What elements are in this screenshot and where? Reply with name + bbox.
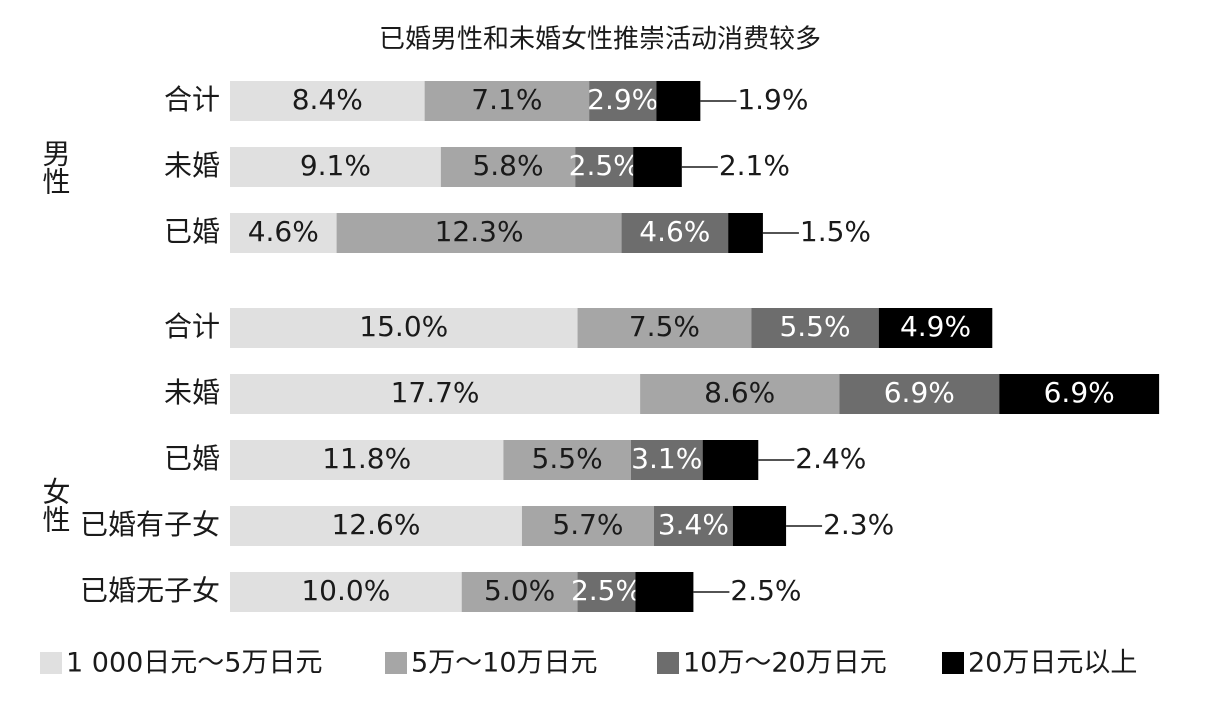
bar-segment	[575, 147, 634, 187]
legend-label: 20万日元以上	[968, 648, 1137, 679]
value-label: 11.8%	[322, 442, 411, 475]
value-label: 5.0%	[484, 574, 555, 607]
value-label: 2.5%	[730, 574, 801, 607]
bar-segment	[230, 81, 425, 121]
value-label: 6.9%	[884, 376, 955, 409]
legend-swatch	[40, 652, 62, 674]
value-label: 5.5%	[779, 310, 850, 343]
value-label: 10.0%	[301, 574, 390, 607]
bar-segment	[633, 147, 682, 187]
value-label: 2.5%	[571, 574, 642, 607]
value-label: 1.5%	[800, 215, 871, 248]
value-label: 4.9%	[900, 310, 971, 343]
value-label: 3.1%	[631, 442, 702, 475]
value-label: 2.9%	[587, 83, 658, 116]
value-label: 7.1%	[471, 83, 542, 116]
value-label: 12.6%	[331, 508, 420, 541]
bar-segment	[230, 374, 641, 414]
category-label: 已婚	[164, 442, 220, 475]
value-label: 5.5%	[532, 442, 603, 475]
bar-segment	[230, 506, 522, 546]
legend-swatch	[385, 652, 407, 674]
bar-segment	[230, 308, 578, 348]
value-label: 2.5%	[569, 149, 640, 182]
category-label: 未婚	[164, 376, 220, 409]
value-label: 5.8%	[472, 149, 543, 182]
bar-segment	[230, 572, 462, 612]
value-label: 2.3%	[823, 508, 894, 541]
bar-segment	[839, 374, 1000, 414]
bar-segment	[728, 213, 763, 253]
value-label: 7.5%	[629, 310, 700, 343]
bar-segment	[424, 81, 590, 121]
legend-swatch	[942, 652, 964, 674]
value-label: 9.1%	[300, 149, 371, 182]
bar-segment	[230, 440, 504, 480]
legend-swatch	[657, 652, 679, 674]
value-label: 2.4%	[795, 442, 866, 475]
value-label: 1.9%	[737, 83, 808, 116]
category-label: 未婚	[164, 149, 220, 182]
bar-segment	[751, 308, 879, 348]
bar-segment	[654, 506, 733, 546]
bar-segment	[503, 440, 631, 480]
value-label: 4.6%	[639, 215, 710, 248]
bar-segment	[656, 81, 701, 121]
bar-segment	[336, 213, 622, 253]
bar-segment	[589, 81, 657, 121]
value-label: 2.1%	[719, 149, 790, 182]
value-label: 6.9%	[1044, 376, 1115, 409]
value-label: 4.6%	[248, 215, 319, 248]
legend-label: 1 000日元～5万日元	[66, 648, 322, 679]
value-label: 12.3%	[435, 215, 524, 248]
category-label: 合计	[164, 310, 220, 343]
value-label: 5.7%	[552, 508, 623, 541]
bar-segment	[878, 308, 993, 348]
category-label: 已婚	[164, 215, 220, 248]
category-label: 合计	[164, 83, 220, 116]
group-label: 女性	[39, 477, 72, 533]
bar-segment	[640, 374, 840, 414]
bar-segment	[521, 506, 655, 546]
category-label: 已婚无子女	[80, 574, 220, 607]
bar-segment	[577, 572, 636, 612]
bar-segment	[702, 440, 759, 480]
bar-segment	[577, 308, 752, 348]
bar-segment	[630, 440, 703, 480]
bar-segment	[230, 213, 337, 253]
value-label: 15.0%	[359, 310, 448, 343]
category-label: 已婚有子女	[80, 508, 220, 541]
bar-segment	[461, 572, 578, 612]
bar-segment	[635, 572, 694, 612]
bar-segment	[732, 506, 787, 546]
legend-label: 10万～20万日元	[683, 648, 887, 679]
value-label: 8.6%	[704, 376, 775, 409]
bar-segment	[621, 213, 729, 253]
bar-segment	[230, 147, 441, 187]
bar-segment	[440, 147, 576, 187]
chart-title: 已婚男性和未婚女性推崇活动消费较多	[379, 25, 821, 55]
legend-label: 5万～10万日元	[411, 648, 598, 679]
bar-segment	[999, 374, 1160, 414]
value-label: 3.4%	[658, 508, 729, 541]
value-label: 8.4%	[292, 83, 363, 116]
value-label: 17.7%	[391, 376, 480, 409]
group-label: 男性	[39, 139, 72, 195]
